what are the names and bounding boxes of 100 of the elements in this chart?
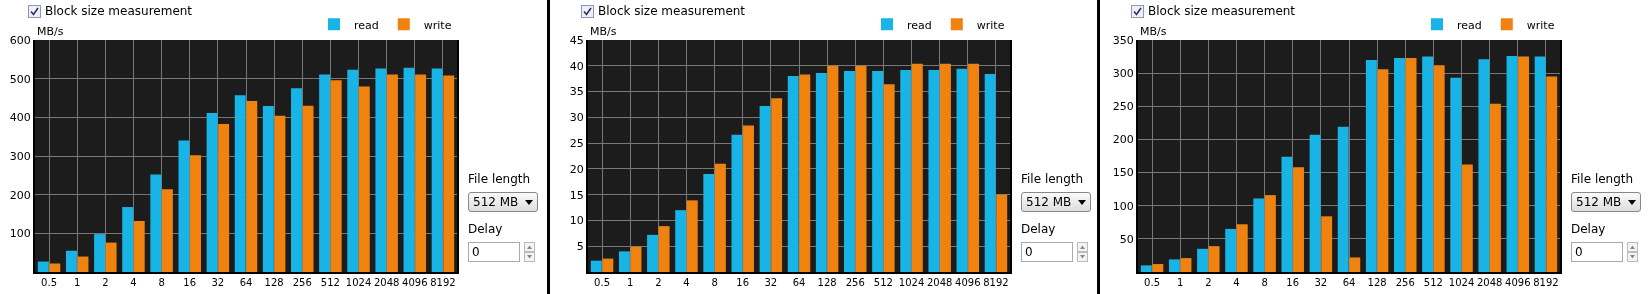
- x-tick-label: 8: [1261, 277, 1268, 288]
- y-tick-label: 15: [569, 188, 584, 202]
- y-tick-label: 25: [569, 136, 584, 150]
- text: 512 MB: [473, 195, 519, 209]
- bar: [302, 105, 314, 272]
- bar: [1293, 167, 1304, 272]
- x-tick-label: 4096: [1505, 277, 1531, 288]
- text: 0: [1571, 242, 1623, 262]
- bar: [1197, 248, 1209, 272]
- x-tick-label: 4: [130, 277, 137, 288]
- x-tick-label: 1024: [1448, 277, 1475, 288]
- bar: [1506, 55, 1518, 272]
- bar: [122, 207, 134, 272]
- bar: [939, 63, 951, 272]
- bar: [274, 115, 286, 272]
- y-axis-title: MB/s: [37, 25, 64, 38]
- bar: [703, 174, 715, 272]
- bar: [1321, 216, 1333, 272]
- text: 0: [468, 242, 520, 262]
- bar: [1337, 126, 1349, 272]
- y-tick-label: 20: [569, 162, 584, 176]
- x-tick-label: 16: [736, 277, 750, 288]
- x-tick-label: 8192: [1533, 277, 1559, 288]
- x-tick-label: 16: [183, 277, 197, 288]
- y-tick-label: 250: [1112, 100, 1134, 114]
- bar: [161, 189, 173, 272]
- bar: [77, 256, 89, 272]
- bar: [1253, 198, 1265, 272]
- x-tick-label: 2: [102, 277, 109, 288]
- bar: [375, 68, 387, 272]
- x-tick-label: 256: [845, 277, 865, 288]
- y-axis-title: MB/s: [590, 25, 617, 38]
- bar: [996, 194, 1008, 272]
- x-tick-label: 1024: [898, 277, 925, 288]
- y-tick-label: 100: [1112, 199, 1134, 213]
- x-tick-label: 4: [1233, 277, 1240, 288]
- x-tick-label: 64: [792, 277, 806, 288]
- x-tick-label: 32: [1314, 277, 1328, 288]
- y-tick-label: 150: [1112, 166, 1134, 180]
- bar: [178, 140, 190, 272]
- text: 512 MB: [1576, 195, 1622, 209]
- legend-label: write: [976, 18, 1005, 32]
- bar: [330, 80, 342, 272]
- legend-label: write: [1526, 18, 1555, 32]
- legend-label: read: [354, 18, 379, 32]
- bar: [1152, 264, 1164, 272]
- x-tick-label: 128: [817, 277, 837, 288]
- bar: [386, 74, 398, 272]
- x-tick-label: 8: [711, 277, 718, 288]
- bar: [900, 69, 912, 272]
- bar: [827, 65, 839, 272]
- bar: [218, 123, 230, 272]
- y-tick-label: 35: [569, 85, 584, 99]
- x-tick-label: 512: [873, 277, 893, 288]
- bar: [1281, 156, 1293, 272]
- bar: [443, 75, 455, 272]
- y-tick-label: 400: [9, 111, 31, 125]
- bar: [1208, 246, 1220, 272]
- x-tick-label: 8: [158, 277, 165, 288]
- bar: [743, 125, 754, 272]
- bar: [1377, 69, 1389, 272]
- bar: [1518, 56, 1530, 272]
- y-tick-label: 30: [569, 111, 584, 125]
- x-tick-label: 32: [764, 277, 778, 288]
- legend-label: read: [1457, 18, 1482, 32]
- x-tick-label: 16: [1286, 277, 1300, 288]
- x-tick-label: 64: [239, 277, 253, 288]
- text: File length: [468, 172, 532, 186]
- bar: [1225, 228, 1237, 272]
- legend-label: read: [907, 18, 932, 32]
- bar: [1534, 56, 1546, 272]
- bar: [37, 261, 49, 272]
- bar: [319, 74, 331, 272]
- bar: [1309, 134, 1321, 272]
- x-tick-label: 512: [1423, 277, 1443, 288]
- bar: [291, 88, 302, 272]
- bar: [1450, 77, 1462, 272]
- bar: [190, 155, 201, 272]
- x-tick-label: 2: [655, 277, 662, 288]
- bar: [799, 74, 811, 272]
- y-tick-label: 500: [9, 72, 31, 86]
- bar: [956, 68, 968, 272]
- y-tick-label: 100: [9, 227, 31, 241]
- bar: [431, 68, 443, 272]
- bar: [1461, 164, 1473, 272]
- bar: [150, 174, 162, 272]
- bar: [647, 234, 659, 272]
- text: 0: [1021, 242, 1073, 262]
- bar: [630, 246, 642, 272]
- legend-label: write: [423, 18, 452, 32]
- bar: [844, 70, 855, 272]
- bar: [731, 134, 743, 272]
- bar: [1489, 103, 1501, 272]
- x-tick-label: 2048: [1476, 277, 1503, 288]
- bar: [206, 113, 218, 272]
- x-tick-label: 0.5: [41, 277, 58, 288]
- y-tick-label: 300: [1112, 66, 1134, 80]
- bar: [883, 84, 895, 272]
- text: Delay: [468, 222, 504, 236]
- bar: [1433, 65, 1445, 272]
